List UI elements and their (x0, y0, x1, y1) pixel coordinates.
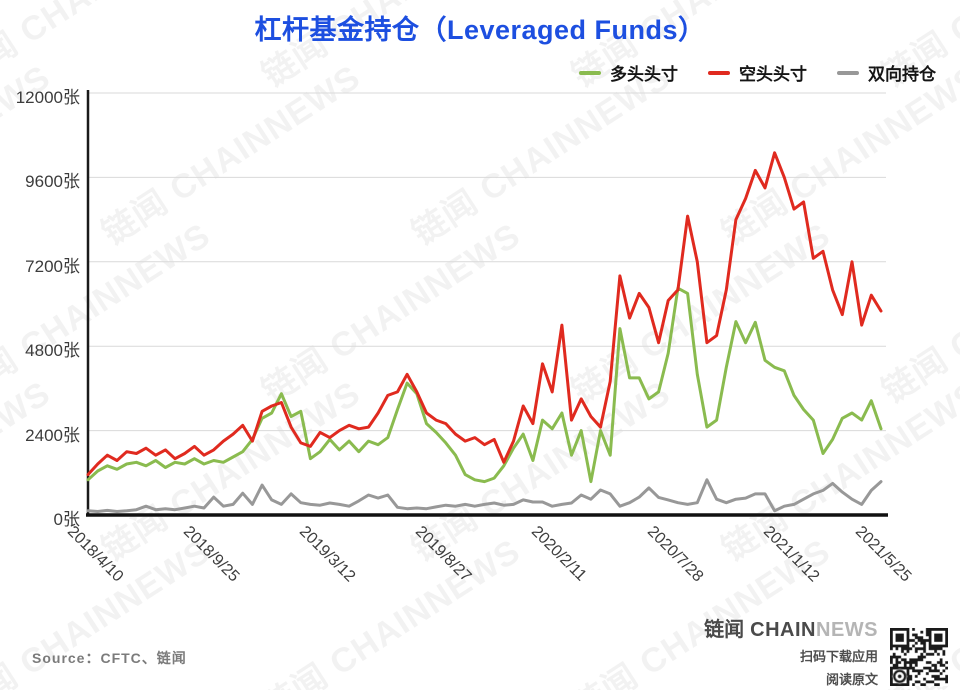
brand-logo-text: 链闻 CHAINNEWS (704, 613, 878, 642)
qr-code-icon (890, 628, 948, 686)
legend-item-long: 多头头寸 (579, 60, 678, 85)
page-title: 杠杆基金持仓（Leveraged Funds） (254, 15, 706, 45)
source-label: Source：CFTC、链闻 (32, 650, 187, 666)
legend-label-long: 多头头寸 (610, 65, 678, 84)
y-axis-label: 0张 (53, 510, 80, 529)
legend-swatch-short (708, 70, 730, 75)
series-line-1 (86, 151, 883, 477)
series-line-0 (86, 286, 883, 484)
legend-swatch-long (579, 70, 601, 75)
legend-label-spread: 双向持仓 (868, 65, 936, 84)
brand-cn-text: 链闻 (704, 619, 745, 641)
legend: 多头头寸 空头头寸 双向持仓 (579, 60, 936, 85)
y-axis-label: 9600张 (25, 172, 80, 192)
footer-line-1: 扫码下载应用 (799, 649, 878, 664)
series-line-2 (86, 478, 883, 513)
legend-item-short: 空头头寸 (708, 60, 807, 85)
brand-en-dark-text: CHAIN (750, 619, 816, 641)
legend-label-short: 空头头寸 (739, 65, 807, 84)
y-axis-label: 4800张 (25, 341, 80, 361)
y-axis-label: 2400张 (25, 425, 80, 445)
y-axis-label: 12000张 (15, 88, 80, 107)
footer-line-2: 阅读原文 (825, 672, 878, 687)
legend-item-spread: 双向持仓 (837, 60, 936, 85)
y-axis-label: 7200张 (25, 256, 80, 276)
brand-en-light-text: NEWS (816, 619, 878, 641)
legend-swatch-spread (837, 70, 859, 75)
brand-logo: 链闻 CHAINNEWS 扫码下载应用 阅读原文 (704, 613, 878, 688)
